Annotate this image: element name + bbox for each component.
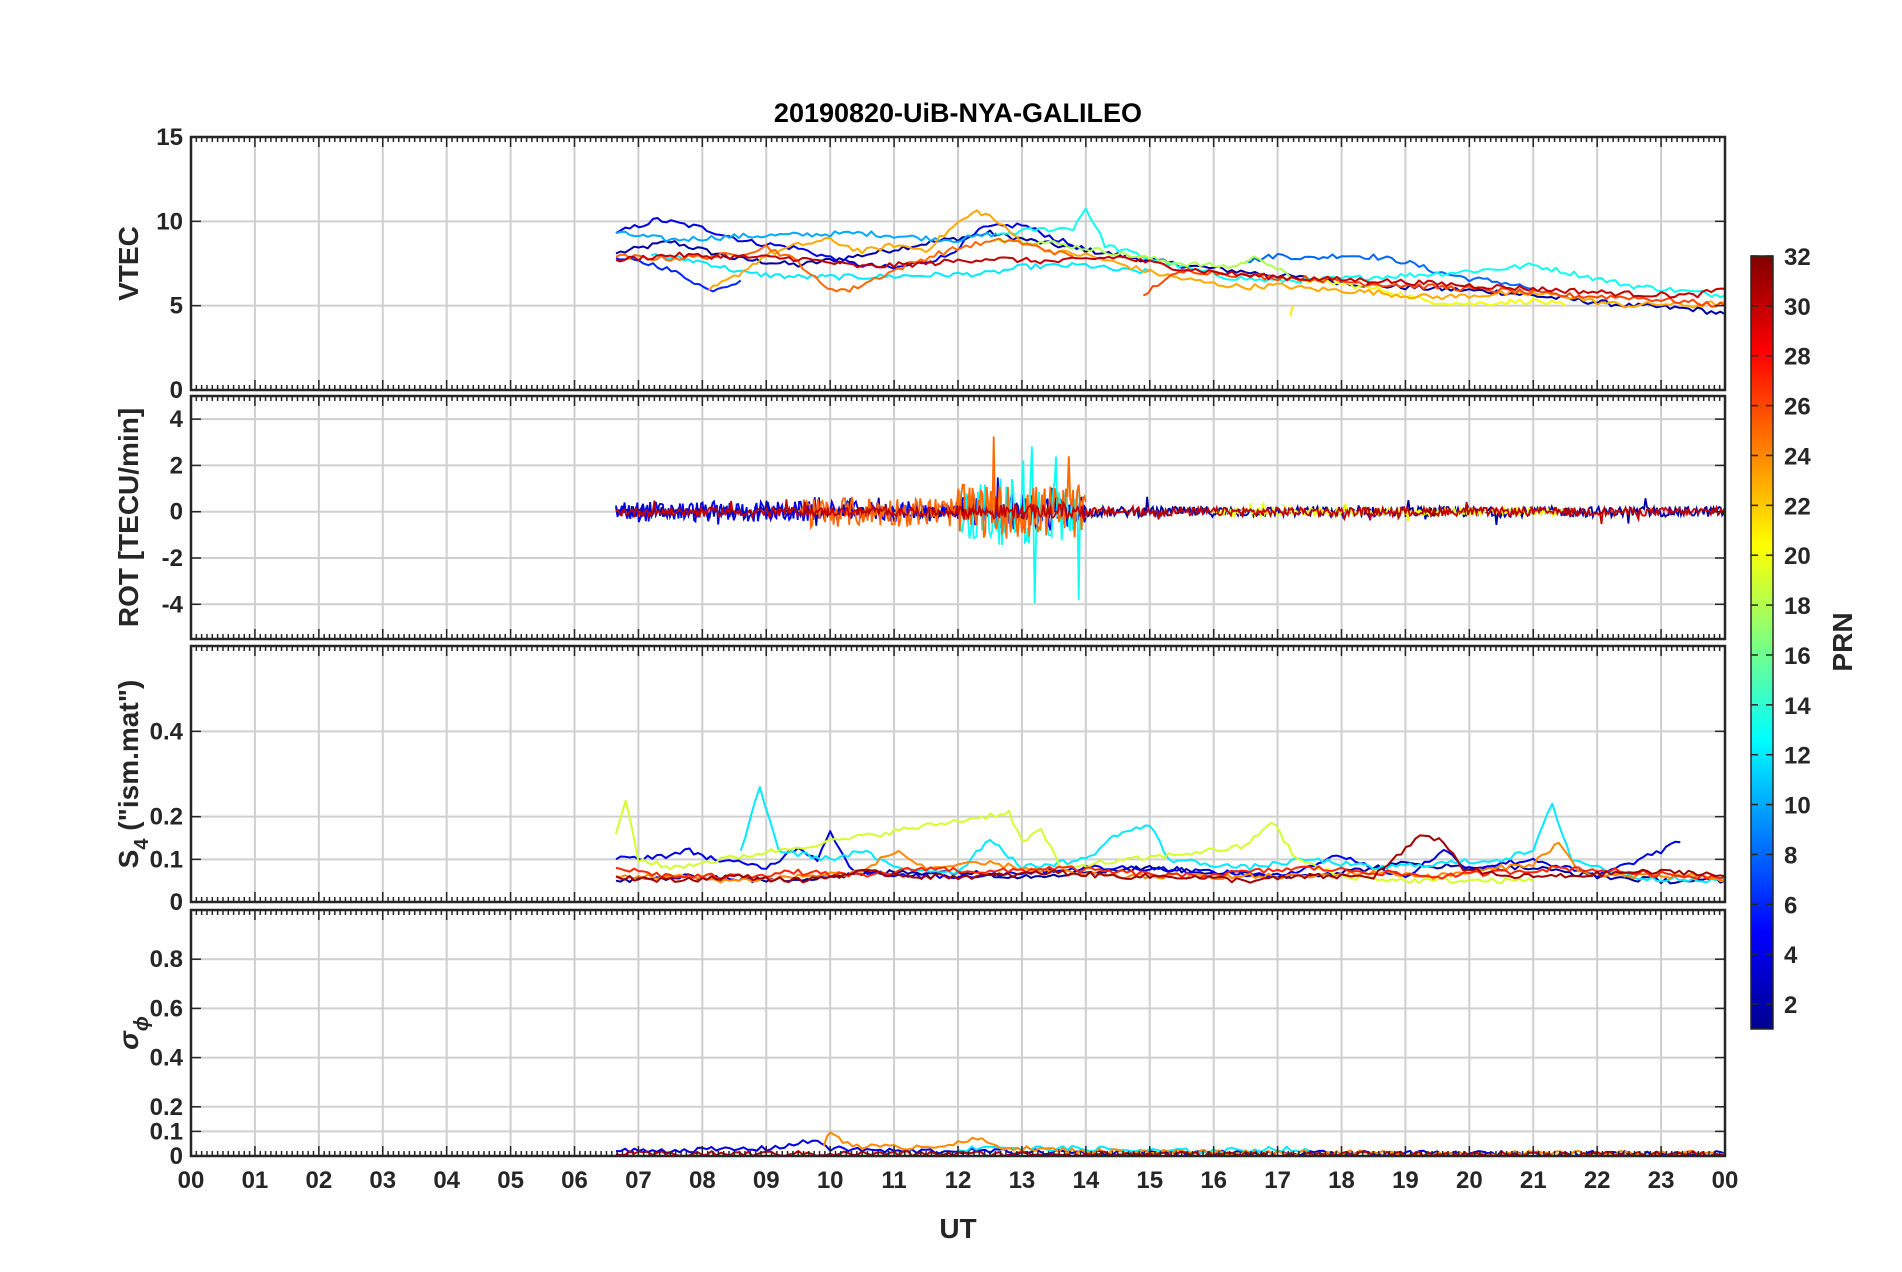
series-line-prn-30 — [615, 497, 1725, 525]
y-tick-label: 0.4 — [150, 718, 184, 745]
y-tick-label: 0.2 — [150, 1094, 183, 1121]
series-line-prn-18 — [995, 237, 1292, 278]
y-axis-label-subscript: ϕ — [131, 1016, 153, 1031]
x-tick-label: 08 — [689, 1167, 716, 1194]
series-line-prn-10 — [615, 230, 997, 243]
x-tick-label: 22 — [1584, 1167, 1611, 1194]
colorbar-tick-label: 24 — [1784, 443, 1811, 470]
colorbar-tick-label: 18 — [1784, 593, 1811, 620]
series-line-prn-20 — [1296, 277, 1566, 307]
series-line-prn-31 — [615, 834, 1725, 884]
series-line-prn-19 — [615, 799, 1534, 885]
series-line-prn-8 — [1245, 252, 1534, 290]
y-axis-label-main: S — [113, 850, 144, 869]
colorbar-tick-label: 30 — [1784, 294, 1811, 321]
series-line-prn-4 — [615, 217, 1087, 270]
x-tick-label: 15 — [1136, 1167, 1163, 1194]
y-tick-label: 2 — [170, 452, 183, 479]
x-tick-label: 04 — [433, 1167, 460, 1194]
y-tick-label: 0 — [170, 499, 183, 526]
series-line-prn-21 — [1289, 305, 1295, 317]
x-tick-label: 11 — [881, 1167, 906, 1194]
y-tick-label: 0 — [170, 889, 183, 916]
colorbar-tick-label: 22 — [1784, 493, 1811, 520]
x-tick-label: 09 — [753, 1167, 780, 1194]
panel-rot: -4 -2 0 2 4 ROT [TECU/min] — [113, 394, 1727, 641]
y-axis-label-symbol: σ — [113, 1030, 144, 1050]
panel-sigma-phi: 00.10.2 0.4 0.6 0.8 σϕ — [113, 908, 1727, 1170]
y-tick-label: 0.4 — [150, 1045, 184, 1072]
y-axis-label-subscript: 4 — [131, 838, 153, 850]
y-tick-label: 0.1 — [150, 1118, 183, 1145]
y-tick-label: 10 — [156, 208, 183, 235]
y-tick-label: 0.2 — [150, 804, 183, 831]
colorbar-tick-label: 28 — [1784, 344, 1811, 371]
x-tick-label: 14 — [1072, 1167, 1099, 1194]
colorbar-tick-label: 2 — [1784, 992, 1797, 1019]
x-tick-label: 00 — [178, 1167, 205, 1194]
x-tick-label: 16 — [1200, 1167, 1227, 1194]
panel-vtec: 0 5 10 15 VTEC — [113, 124, 1727, 404]
colorbar-tick-label: 4 — [1784, 942, 1798, 969]
y-tick-label: 15 — [156, 124, 183, 151]
x-tick-label: 02 — [305, 1167, 332, 1194]
y-tick-label: 0.6 — [150, 995, 183, 1022]
colorbar-tick-label: 14 — [1784, 693, 1811, 720]
x-tick-label: 06 — [561, 1167, 588, 1194]
colorbar-label: PRN — [1827, 612, 1858, 671]
colorbar-tick-label: 32 — [1784, 244, 1811, 271]
series-line-prn-25 — [615, 237, 1074, 293]
series-group — [615, 786, 1725, 885]
panel-s4: 00.10.20.4S4 ("ism.mat") — [113, 644, 1727, 916]
colorbar-tick-label: 10 — [1784, 793, 1811, 820]
y-tick-label: -2 — [162, 545, 183, 572]
x-tick-label: 17 — [1264, 1167, 1291, 1194]
x-tick-label: 21 — [1520, 1167, 1547, 1194]
x-tick-label: 05 — [497, 1167, 524, 1194]
colorbar-tick-label: 26 — [1784, 394, 1811, 421]
colorbar-tick-label: 20 — [1784, 543, 1811, 570]
x-tick-label: 12 — [945, 1167, 972, 1194]
series-group — [615, 436, 1725, 604]
x-tick-label: 00 — [1712, 1167, 1739, 1194]
x-axis-label: UT — [939, 1213, 976, 1244]
x-tick-label: 23 — [1648, 1167, 1675, 1194]
y-axis-label: S4 ("ism.mat") — [113, 680, 153, 869]
x-tick-label: 20 — [1456, 1167, 1483, 1194]
y-tick-label: 0.8 — [150, 946, 183, 973]
x-tick-label: 10 — [817, 1167, 844, 1194]
x-tick-label: 13 — [1009, 1167, 1036, 1194]
series-group — [615, 207, 1725, 317]
colorbar-tick-label: 8 — [1784, 842, 1797, 869]
y-axis-label: σϕ — [113, 1016, 153, 1050]
y-tick-label: 0 — [170, 377, 183, 404]
y-axis-label: ROT [TECU/min] — [113, 408, 144, 627]
x-tick-label: 19 — [1392, 1167, 1419, 1194]
x-tick-label: 18 — [1328, 1167, 1355, 1194]
y-tick-label: 0.1 — [150, 846, 183, 873]
colorbar-tick-label: 6 — [1784, 892, 1797, 919]
y-tick-label: 0 — [170, 1143, 183, 1170]
colorbar-tick-label: 16 — [1784, 643, 1811, 670]
colorbar-gradient — [1750, 255, 1774, 1030]
y-tick-label: -4 — [162, 591, 184, 618]
x-tick-label: 03 — [369, 1167, 396, 1194]
x-tick-label: 07 — [625, 1167, 652, 1194]
y-axis-label: VTEC — [113, 226, 144, 301]
y-tick-label: 4 — [170, 406, 184, 433]
y-axis-label-suffix: ("ism.mat") — [113, 680, 144, 839]
y-tick-label: 5 — [170, 293, 183, 320]
series-line-prn-24 — [615, 841, 1725, 884]
series-line-prn-30 — [615, 251, 1725, 299]
series-line-prn-12 — [650, 253, 1151, 281]
chart-title: 20190820-UiB-NYA-GALILEO — [774, 98, 1142, 128]
colorbar-tick-label: 12 — [1784, 743, 1811, 770]
series-line-prn-25 — [797, 436, 1087, 539]
series-line-prn-27 — [615, 865, 1725, 880]
x-tick-label: 01 — [242, 1167, 269, 1194]
x-axis-ticks: 00 01 02 03 04 05 06 07 08 09 10 11 12 13 14 15 16 17 18 19… — [178, 1167, 1739, 1194]
